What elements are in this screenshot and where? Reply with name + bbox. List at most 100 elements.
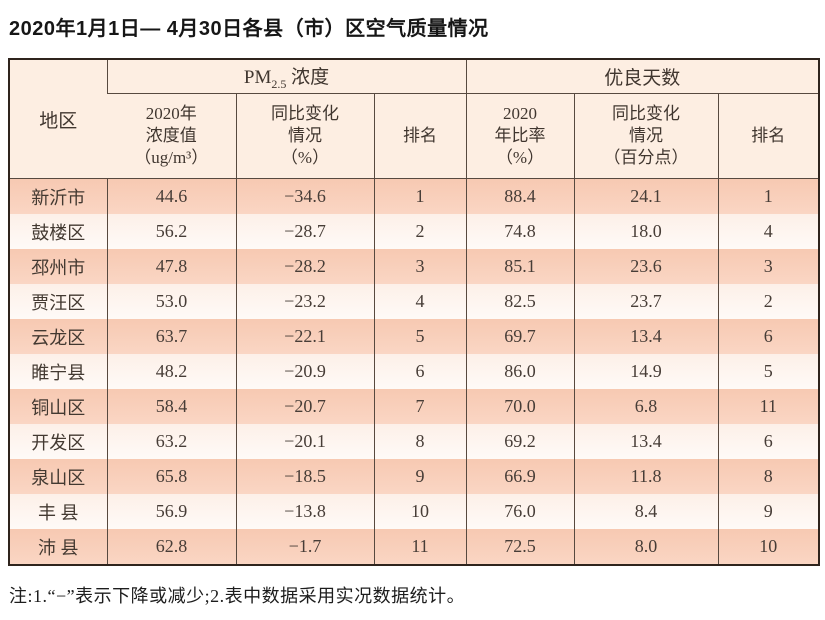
good-ratio-cell: 70.0: [465, 389, 575, 424]
header-sub-row: 2020年 浓度值 （ug/m³） 同比变化 情况 （%） 排名 2020 年比…: [9, 93, 820, 179]
region-cell: 沛 县: [38, 537, 79, 558]
good-rank-cell: 10: [717, 529, 820, 565]
table-row: 泉山区 65.8 −18.5 9 66.9 11.8 8: [9, 459, 820, 494]
pm-value-cell: 56.9: [106, 494, 236, 529]
pm-rank-cell: 4: [373, 284, 467, 319]
pm-value-cell: 44.6: [106, 178, 236, 214]
good-change-cell: 6.8: [573, 389, 719, 424]
pm-change-cell: −28.7: [235, 214, 374, 249]
good-rank-cell: 1: [717, 178, 820, 214]
header-group-row: 地区 PM2.5 浓度 优良天数: [9, 59, 820, 179]
region-cell: 铜山区: [31, 397, 86, 418]
pm-value-cell: 63.2: [106, 424, 236, 459]
pm-value-cell: 65.8: [106, 459, 236, 494]
good-ratio-cell: 72.5: [465, 529, 575, 565]
pm-change-cell: −34.6: [235, 178, 374, 214]
header-good-ratio: 2020 年比率 （%）: [465, 93, 575, 179]
air-quality-table: 地区 PM2.5 浓度 优良天数 2020年 浓度值 （ug/m³） 同比变化 …: [8, 58, 821, 566]
pm-value-cell: 62.8: [106, 529, 236, 565]
good-ratio-cell: 88.4: [465, 178, 575, 214]
table-row: 鼓楼区 56.2 −28.7 2 74.8 18.0 4: [9, 214, 820, 249]
pm-change-cell: −20.9: [235, 354, 374, 389]
header-good-rank: 排名: [717, 93, 820, 179]
pm-value-cell: 63.7: [106, 319, 236, 354]
region-cell: 泉山区: [31, 467, 86, 488]
good-ratio-cell: 69.2: [465, 424, 575, 459]
good-rank-cell: 3: [717, 249, 820, 284]
good-ratio-cell: 85.1: [465, 249, 575, 284]
pm-value-cell: 53.0: [106, 284, 236, 319]
pm-value-cell: 47.8: [106, 249, 236, 284]
pm-change-cell: −1.7: [235, 529, 374, 565]
good-ratio-cell: 82.5: [465, 284, 575, 319]
good-change-cell: 8.0: [573, 529, 719, 565]
page-title: 2020年1月1日— 4月30日各县（市）区空气质量情况: [9, 18, 489, 40]
good-rank-cell: 2: [717, 284, 820, 319]
region-cell: 鼓楼区: [31, 222, 86, 243]
good-rank-cell: 6: [717, 424, 820, 459]
pm-rank-cell: 6: [373, 354, 467, 389]
pm-rank-cell: 3: [373, 249, 467, 284]
good-ratio-cell: 74.8: [465, 214, 575, 249]
region-cell: 云龙区: [31, 327, 86, 348]
pm-rank-cell: 1: [373, 178, 467, 214]
good-ratio-cell: 66.9: [465, 459, 575, 494]
good-change-cell: 18.0: [573, 214, 719, 249]
pm25-label-suffix: 浓度: [286, 66, 330, 88]
region-cell: 新沂市: [31, 187, 86, 208]
good-change-cell: 13.4: [573, 424, 719, 459]
pm-change-cell: −18.5: [235, 459, 374, 494]
pm-change-cell: −22.1: [235, 319, 374, 354]
header-region: 地区: [9, 59, 107, 179]
good-rank-cell: 5: [717, 354, 820, 389]
pm-change-cell: −20.1: [235, 424, 374, 459]
table-body: 新沂市 44.6 −34.6 1 88.4 24.1 1 鼓楼区 56.2 −28.7 2 74.8 1…: [9, 178, 820, 565]
header-pm-change: 同比变化 情况 （%）: [235, 93, 374, 179]
table-row: 邳州市 47.8 −28.2 3 85.1 23.6 3: [9, 249, 820, 284]
good-change-cell: 14.9: [573, 354, 719, 389]
region-cell: 邳州市: [31, 257, 86, 278]
table-row: 铜山区 58.4 −20.7 7 70.0 6.8 11: [9, 389, 820, 424]
table-header: 地区 PM2.5 浓度 优良天数 2020年 浓度值 （ug/m³） 同比变化 …: [9, 59, 820, 179]
pm-rank-cell: 7: [373, 389, 467, 424]
region-cell: 开发区: [31, 432, 86, 453]
table-row: 沛 县 62.8 −1.7 11 72.5 8.0 10: [9, 529, 820, 565]
table-row: 睢宁县 48.2 −20.9 6 86.0 14.9 5: [9, 354, 820, 389]
pm-rank-cell: 5: [373, 319, 467, 354]
region-cell: 贾汪区: [31, 292, 86, 313]
table-row: 新沂市 44.6 −34.6 1 88.4 24.1 1: [9, 178, 820, 214]
table-row: 开发区 63.2 −20.1 8 69.2 13.4 6: [9, 424, 820, 459]
table-row: 云龙区 63.7 −22.1 5 69.7 13.4 6: [9, 319, 820, 354]
pm-rank-cell: 8: [373, 424, 467, 459]
good-rank-cell: 4: [717, 214, 820, 249]
good-rank-cell: 11: [717, 389, 820, 424]
good-change-cell: 23.7: [573, 284, 719, 319]
pm-change-cell: −20.7: [235, 389, 374, 424]
good-rank-cell: 6: [717, 319, 820, 354]
table-row: 丰 县 56.9 −13.8 10 76.0 8.4 9: [9, 494, 820, 529]
header-pm-rank: 排名: [373, 93, 467, 179]
pm-change-cell: −28.2: [235, 249, 374, 284]
region-cell: 丰 县: [38, 502, 79, 523]
pm-change-cell: −13.8: [235, 494, 374, 529]
good-change-cell: 23.6: [573, 249, 719, 284]
good-ratio-cell: 86.0: [465, 354, 575, 389]
header-pm-value: 2020年 浓度值 （ug/m³）: [107, 93, 236, 179]
pm-rank-cell: 9: [373, 459, 467, 494]
pm25-label-subscript: 2.5: [271, 76, 287, 91]
pm-value-cell: 48.2: [106, 354, 236, 389]
pm-value-cell: 58.4: [106, 389, 236, 424]
header-good-days-group: 优良天数: [465, 59, 820, 94]
pm-change-cell: −23.2: [235, 284, 374, 319]
pm-rank-cell: 2: [373, 214, 467, 249]
header-good-change: 同比变化 情况 （百分点）: [573, 93, 719, 179]
good-ratio-cell: 69.7: [465, 319, 575, 354]
pm-rank-cell: 11: [373, 529, 467, 565]
good-rank-cell: 9: [717, 494, 820, 529]
footnote: 注:1.“−”表示下降或减少;2.表中数据采用实况数据统计。: [9, 586, 466, 606]
region-cell: 睢宁县: [31, 362, 86, 383]
good-change-cell: 8.4: [573, 494, 719, 529]
good-change-cell: 13.4: [573, 319, 719, 354]
good-rank-cell: 8: [717, 459, 820, 494]
